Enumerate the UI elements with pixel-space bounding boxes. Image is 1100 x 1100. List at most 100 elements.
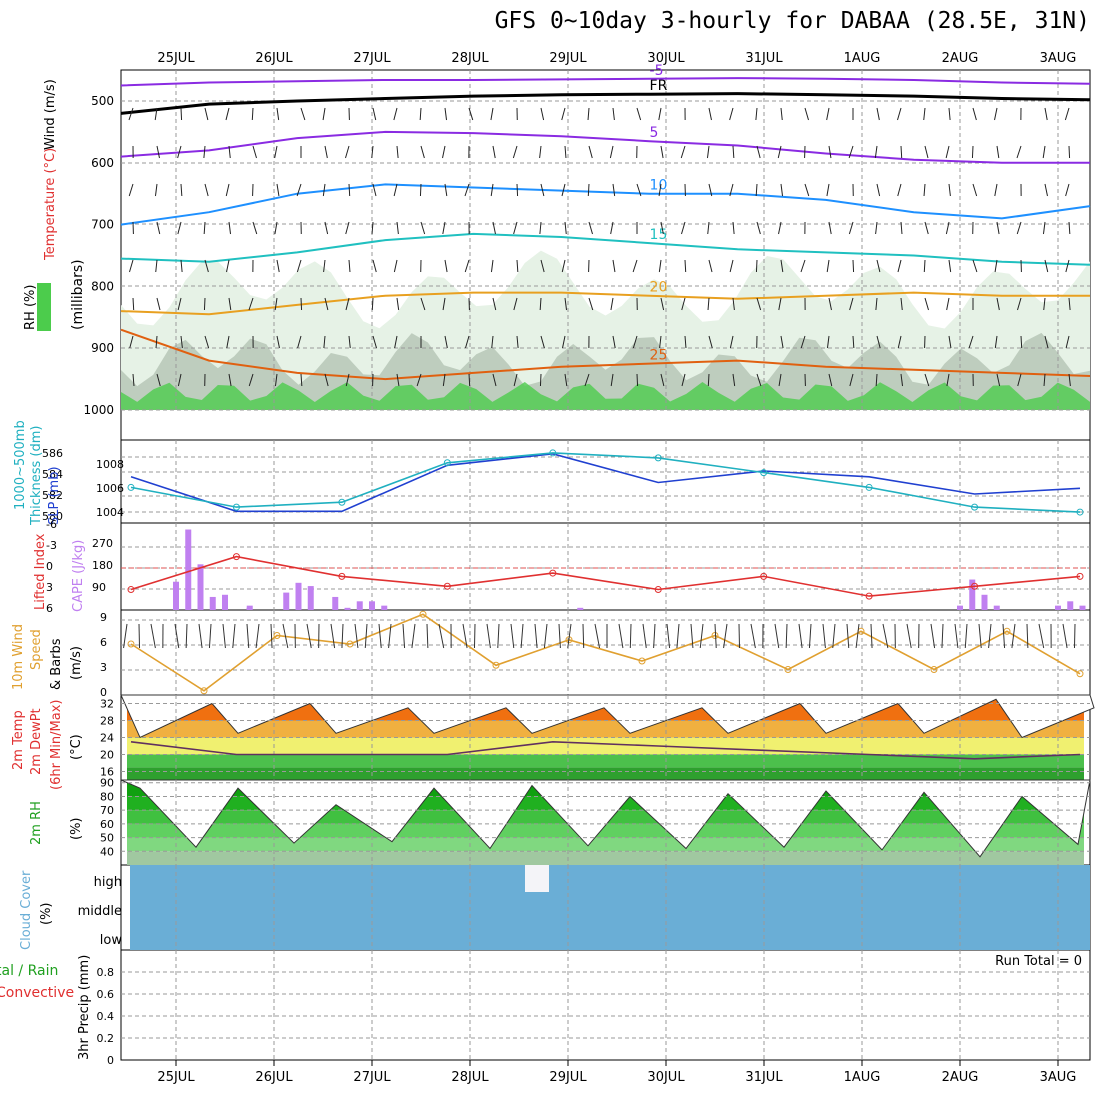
- precip-tick: 0.6: [97, 988, 115, 1001]
- surface-wind-barb: [255, 623, 260, 649]
- wind-barb: [1064, 107, 1070, 121]
- cloud-level-label: middle: [78, 904, 122, 919]
- wind-barb: [708, 335, 713, 349]
- surface-wind-barb: [594, 623, 601, 649]
- surface-wind-barb: [426, 623, 429, 649]
- panel-frame-cape: [120, 522, 1091, 611]
- lifted-tick: 6: [46, 602, 53, 615]
- wind-barb: [322, 183, 326, 197]
- slp-tick: 1008: [96, 458, 124, 471]
- wind-barb: [732, 373, 736, 387]
- surface-wind-barb: [978, 623, 982, 649]
- wind-barb: [923, 259, 926, 273]
- wind-barb: [804, 107, 809, 121]
- wind-barb: [155, 335, 158, 349]
- wind-barb: [732, 145, 735, 159]
- wind-barb: [729, 259, 734, 273]
- cape-tick: 270: [92, 537, 113, 550]
- wind-barb: [587, 183, 590, 197]
- cape-bar: [197, 564, 204, 610]
- wind-barb: [540, 335, 545, 349]
- wind-barb: [876, 259, 881, 273]
- wind-barb: [516, 335, 519, 349]
- wind-barb: [994, 259, 998, 273]
- surface-wind-barb: [185, 623, 188, 649]
- date-label-bottom: 28JUL: [451, 1070, 489, 1085]
- wind-barb: [372, 335, 377, 349]
- wind-barb: [1020, 335, 1023, 349]
- wind-speed-line-marker: [200, 687, 208, 695]
- date-label-top: 30JUL: [647, 51, 685, 66]
- rh-band: [127, 837, 1084, 852]
- thickness-tick: 586: [42, 447, 63, 460]
- wind-barb: [849, 373, 854, 387]
- wind-barb: [156, 221, 161, 235]
- wind-barb: [274, 145, 278, 159]
- cape-bar: [381, 605, 388, 610]
- wind-barb: [660, 145, 664, 159]
- wind-barb: [660, 221, 664, 235]
- surface-wind-barb: [558, 623, 561, 649]
- wind-barb: [660, 373, 665, 387]
- wind-barb: [274, 297, 278, 311]
- cape-bar: [344, 607, 351, 610]
- panel-frame-prec: [120, 949, 1091, 1061]
- wind-barb: [276, 183, 280, 197]
- wind-barb: [948, 259, 952, 273]
- axis-label-millibars: (millibars): [70, 259, 86, 330]
- wind-barb: [203, 221, 206, 235]
- surface-wind-barb: [988, 623, 992, 649]
- surface-wind-barb: [582, 623, 585, 649]
- wind-barb: [1065, 335, 1070, 349]
- wind-barb: [177, 221, 182, 235]
- axis-label-precip: 3hr Precip (mm): [77, 955, 92, 1060]
- cape-tick: 180: [92, 559, 113, 572]
- wind-barb: [372, 107, 377, 121]
- wind-barb: [996, 297, 1000, 311]
- surface-wind-barb: [246, 623, 250, 649]
- wind-barb: [512, 145, 518, 159]
- wind-barb: [492, 373, 497, 387]
- surface-wind-barb: [341, 623, 344, 649]
- wind-barb: [948, 335, 952, 349]
- wind-barb: [490, 107, 494, 121]
- wind-barb: [681, 221, 686, 235]
- wind-barb: [348, 335, 351, 349]
- axis-label-speed: Speed: [29, 629, 44, 670]
- wind-barb: [394, 335, 398, 349]
- wind-barb: [945, 221, 950, 235]
- wind-barb: [852, 259, 855, 273]
- wind-barb: [226, 259, 230, 273]
- wind-barb: [945, 145, 950, 159]
- date-label-top: 1AUG: [844, 51, 881, 66]
- wind-barb: [154, 107, 158, 121]
- wind-barb: [1044, 335, 1049, 349]
- surface-wind-barb: [270, 623, 273, 649]
- wind-barb: [900, 221, 903, 235]
- wind-barb: [396, 221, 399, 235]
- wind-speed-line-marker: [127, 640, 135, 648]
- cape-bar: [577, 607, 584, 610]
- pressure-tick: 800: [91, 279, 114, 293]
- wind-barb: [610, 297, 614, 311]
- cloud-cover-fill: [130, 865, 1090, 950]
- wind-barb: [584, 373, 590, 387]
- cape-bar: [307, 586, 314, 610]
- wind-barb: [1068, 221, 1071, 235]
- wind-barb: [180, 107, 183, 121]
- wind-tick: 6: [100, 636, 107, 649]
- wind-barb: [513, 297, 518, 311]
- wind-barb: [420, 297, 426, 311]
- surface-wind-barb: [282, 623, 289, 649]
- wind-barb: [972, 107, 977, 121]
- axis-label-thickness-2: Thickness (dm): [29, 426, 44, 526]
- wind-barb: [492, 297, 497, 311]
- lifted-tick: 3: [46, 581, 53, 594]
- wind-barb: [276, 259, 280, 273]
- date-label-bottom: 31JUL: [745, 1070, 783, 1085]
- pressure-tick: 500: [91, 94, 114, 108]
- surface-wind-barb: [750, 623, 756, 649]
- wind-barb: [780, 183, 784, 197]
- wind-barb: [539, 373, 542, 387]
- surface-wind-barb: [567, 623, 572, 649]
